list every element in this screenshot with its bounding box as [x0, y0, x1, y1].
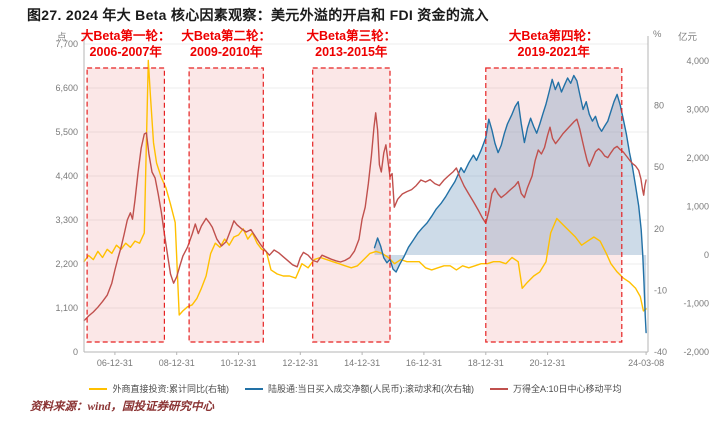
y-left-tick-label: 0	[73, 347, 78, 357]
beta-round-box	[485, 68, 622, 342]
legend-swatch-northbound	[244, 387, 263, 390]
beta-round-title: 大Beta第二轮：	[181, 28, 271, 43]
legend-item-fdi: 外商直接投资:累计同比(右轴)	[89, 382, 229, 395]
y-yi-tick-label: 0	[704, 250, 709, 260]
x-tick-label: 14-12-31	[344, 358, 380, 368]
beta-round-box	[189, 68, 264, 342]
beta-round-box-border	[485, 67, 623, 343]
beta-round-title: 大Beta第三轮：	[307, 28, 397, 43]
y-yi-tick-label: 3,000	[686, 104, 709, 114]
y-yi-tick-label: 2,000	[686, 153, 709, 163]
y-pct-tick-label: 50	[654, 162, 664, 172]
x-tick-label: 10-12-31	[221, 358, 257, 368]
y-yi-tick-label: 1,000	[686, 201, 709, 211]
chart-legend: 外商直接投资:累计同比(右轴) 陆股通:当日买入成交净额(人民币):滚动求和(次…	[0, 382, 711, 395]
beta-round-title: 大Beta第四轮：	[509, 28, 599, 43]
beta-round-box-border	[188, 67, 264, 343]
y-pct-tick-label: -40	[654, 347, 667, 357]
left-axis-unit: 点	[57, 32, 67, 43]
y-pct-tick-label: 20	[654, 224, 664, 234]
series-line-1	[373, 74, 647, 334]
y-left-tick-label: 3,300	[55, 215, 78, 225]
legend-item-northbound: 陆股通:当日买入成交净额(人民币):滚动求和(次右轴)	[244, 382, 474, 395]
x-tick-label: 24-03-08	[628, 358, 664, 368]
legend-label-fdi: 外商直接投资:累计同比(右轴)	[112, 384, 229, 394]
legend-label-northbound: 陆股通:当日买入成交净额(人民币):滚动求和(次右轴)	[267, 384, 474, 394]
x-tick-label: 06-12-31	[97, 358, 133, 368]
series-line-0	[83, 59, 647, 316]
series-line-2	[83, 112, 647, 322]
y-left-tick-label: 6,600	[55, 83, 78, 93]
y-left-tick-label: 2,200	[55, 259, 78, 269]
legend-swatch-wind-a	[489, 387, 508, 390]
x-tick-label: 12-12-31	[282, 358, 318, 368]
beta-round-years: 2006-2007年	[90, 44, 163, 59]
beta-round-box	[87, 68, 165, 342]
beta-round-title: 大Beta第一轮：	[81, 28, 171, 43]
y-left-tick-label: 4,400	[55, 171, 78, 181]
beta-round-years: 2009-2010年	[190, 44, 263, 59]
y-pct-tick-label: -10	[654, 285, 667, 295]
beta-round-years: 2013-2015年	[315, 44, 388, 59]
y-left-tick-label: 5,500	[55, 127, 78, 137]
source-note: 资料来源：wind，国投证券研究中心	[30, 401, 215, 413]
right-axis-unit-yi: 亿元	[678, 32, 698, 43]
y-left-tick-label: 1,100	[55, 303, 78, 313]
x-tick-label: 16-12-31	[406, 358, 442, 368]
y-yi-tick-label: -1,000	[683, 298, 709, 308]
beta-round-box	[312, 68, 390, 342]
legend-label-wind-a: 万得全A:10日中心移动平均	[512, 384, 622, 394]
legend-item-wind-a: 万得全A:10日中心移动平均	[489, 382, 622, 395]
x-tick-label: 08-12-31	[159, 358, 195, 368]
beta-round-years: 2019-2021年	[518, 44, 591, 59]
y-pct-tick-label: 80	[654, 101, 664, 111]
y-left-tick-label: 7,700	[55, 39, 78, 49]
y-yi-tick-label: 4,000	[686, 56, 709, 66]
y-yi-tick-label: -2,000	[683, 347, 709, 357]
figure-title: 图27. 2024 年大 Beta 核心因素观察：美元外溢的开启和 FDI 资金…	[27, 7, 489, 23]
x-tick-label: 18-12-31	[468, 358, 504, 368]
northbound-area-fill	[374, 75, 647, 333]
legend-swatch-fdi	[89, 387, 108, 390]
right-axis-unit-percent: %	[653, 29, 662, 40]
x-tick-label: 20-12-31	[530, 358, 566, 368]
